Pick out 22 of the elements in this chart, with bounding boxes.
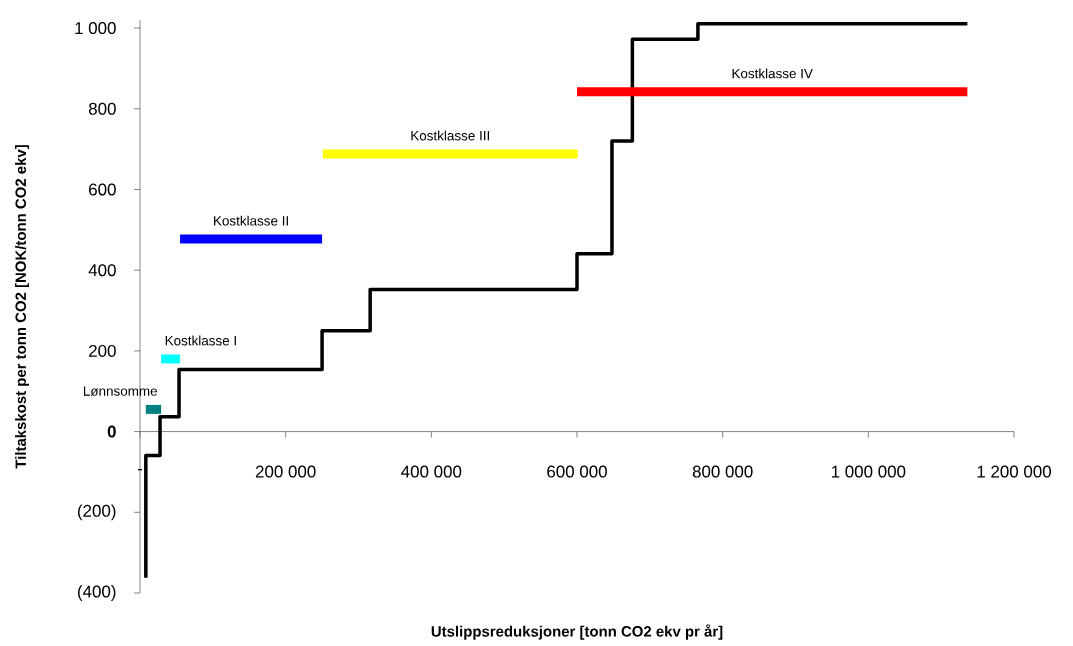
y-tick-label: 600 (89, 183, 116, 196)
x-tick-label: 600 000 (547, 465, 607, 478)
x-tick-label: 1 000 000 (831, 465, 906, 478)
x-tick-label: 200 000 (255, 465, 316, 478)
x-tick-label: - (137, 469, 143, 471)
series-label: Kostklasse III (411, 130, 490, 141)
x-axis-title: Utslippsreduksjoner [tonn CO2 ekv pr år] (431, 624, 723, 640)
y-tick-label: 200 (89, 344, 116, 357)
y-axis-title: Tiltakskost per tonn CO2 [NOK/tonn CO2 ekv] (15, 145, 29, 469)
y-tick-label: 800 (88, 102, 116, 115)
series-label: Lønnsomme (83, 386, 158, 396)
y-tick-label: 400 (88, 264, 116, 277)
y-tick-label: (400) (77, 585, 116, 601)
series-label: Kostklasse II (214, 215, 288, 226)
series-label: Kostklasse I (165, 335, 236, 346)
y-tick-label: 0 (107, 425, 116, 438)
y-tick-label: (200) (77, 504, 116, 521)
x-tick-label: 1 200 000 (977, 465, 1051, 478)
x-tick-label: 800 000 (692, 465, 753, 478)
y-tick-label: 1 000 (75, 22, 116, 35)
x-tick-label: 400 000 (401, 465, 462, 478)
series-label: Kostklasse IV (732, 68, 813, 79)
